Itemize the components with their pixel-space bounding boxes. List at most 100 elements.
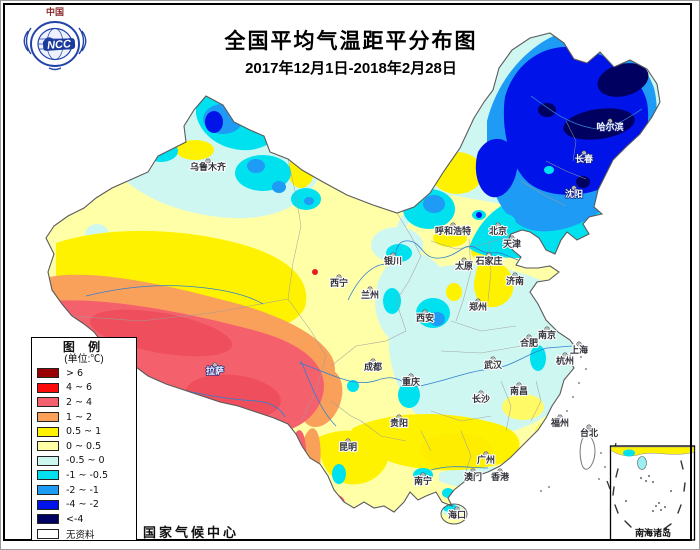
city-marker-dot: [463, 259, 465, 261]
city-marker-dot: [452, 224, 454, 226]
legend-box: 图 例 (单位:℃) > 6 4 ~ 6 2 ~ 4 1 ~ 2 0.5 ~ 1 0 ~ …: [31, 337, 137, 541]
city-marker-dot: [499, 470, 501, 472]
city-label: 兰州: [361, 289, 379, 300]
city-marker-dot: [583, 152, 585, 154]
city-label: 济南: [506, 275, 524, 286]
hainan-outline: [440, 503, 468, 525]
legend-swatch: [37, 455, 59, 466]
legend-label: > 6: [66, 367, 84, 379]
city-marker-dot: [497, 224, 499, 226]
legend-item: 2 ~ 4: [32, 395, 136, 410]
legend-label: -4 ~ -2: [66, 499, 99, 511]
city-label: 昆明: [339, 442, 357, 452]
city-label: 西安: [416, 312, 434, 323]
legend-unit: (单位:℃): [64, 354, 104, 365]
city-label: 拉萨: [206, 365, 224, 376]
legend-item: 0.5 ~ 1: [32, 424, 136, 439]
city-marker-dot: [485, 453, 487, 455]
city-marker-dot: [422, 474, 424, 476]
inset-label: 南海诸岛: [635, 527, 671, 538]
city-marker-dot: [369, 288, 371, 290]
city-marker-dot: [528, 336, 530, 338]
city-label: 太原: [454, 260, 473, 271]
legend-label: -1 ~ -0.5: [66, 469, 109, 481]
legend-rows: > 6 4 ~ 6 2 ~ 4 1 ~ 2 0.5 ~ 1 0 ~ 0.5 -0.5 ~ 0…: [32, 366, 136, 541]
south-china-sea-inset: 南海诸岛: [609, 445, 696, 541]
city-marker-dot: [207, 160, 209, 162]
city-label: 长春: [575, 153, 594, 164]
city-marker-dot: [488, 254, 490, 256]
city-label: 重庆: [402, 376, 420, 387]
city-marker-dot: [214, 364, 216, 366]
city-label: 哈尔滨: [596, 121, 623, 132]
legend-label: 1 ~ 2: [66, 411, 93, 423]
city-marker-dot: [410, 375, 412, 377]
city-marker-dot: [514, 274, 516, 276]
city-marker-dot: [477, 300, 479, 302]
legend-label: 2 ~ 4: [66, 396, 93, 408]
city-marker-dot: [424, 311, 426, 313]
offshore-islands: [540, 356, 606, 492]
logo-ncc-text: NCC: [47, 38, 73, 52]
city-marker-dot: [511, 237, 513, 239]
legend-label: -0.5 ~ 0: [66, 455, 105, 467]
city-marker-dot: [578, 343, 580, 345]
legend-label: 4 ~ 6: [66, 382, 93, 394]
city-marker-dot: [398, 416, 400, 418]
city-marker-dot: [472, 470, 474, 472]
ncc-logo: 中国 NCC: [23, 6, 87, 71]
legend-label: 无资料: [66, 529, 95, 541]
legend-swatch: [37, 499, 59, 510]
city-label: 杭州: [556, 355, 574, 366]
city-label: 成都: [364, 361, 382, 372]
city-label: 合肥: [520, 337, 538, 348]
city-marker-dot: [546, 328, 548, 330]
city-marker-dot: [559, 416, 561, 418]
legend-item: 4 ~ 6: [32, 381, 136, 396]
legend-swatch: [37, 441, 59, 452]
city-label: 乌鲁木齐: [190, 161, 227, 172]
legend-label: 0 ~ 0.5: [66, 440, 102, 452]
credit-text: 国家气候中心: [143, 525, 240, 540]
city-marker-dot: [609, 120, 611, 122]
city-label: 北京: [489, 225, 507, 236]
city-marker-dot: [492, 358, 494, 360]
city-label: 武汉: [484, 359, 503, 370]
legend-item: 0 ~ 0.5: [32, 439, 136, 454]
legend-swatch: [37, 368, 59, 379]
city-label: 上海: [570, 344, 588, 355]
city-label: 石家庄: [474, 255, 502, 266]
city-label: 天津: [503, 238, 521, 249]
legend-swatch: [37, 397, 59, 408]
legend-swatch: [37, 382, 59, 393]
legend-swatch: [37, 470, 59, 481]
city-label: 南昌: [510, 385, 528, 396]
city-label: 海口: [448, 509, 466, 520]
legend-item: > 6: [32, 366, 136, 381]
logo-country-text: 中国: [46, 6, 64, 17]
city-label: 澳门: [464, 471, 482, 482]
legend-label: 0.5 ~ 1: [66, 426, 102, 438]
city-label: 南宁: [414, 475, 432, 486]
legend-label: <-4: [66, 513, 84, 525]
city-marker-dot: [518, 384, 520, 386]
city-marker-dot: [480, 392, 482, 394]
legend-item: 无资料: [32, 527, 136, 542]
legend-item: <-4: [32, 512, 136, 527]
city-label: 郑州: [469, 301, 487, 312]
city-label: 西宁: [330, 277, 348, 288]
city-marker-dot: [573, 187, 575, 189]
city-label: 呼和浩特: [435, 225, 471, 236]
city-label: 贵阳: [390, 417, 408, 428]
city-label: 福州: [550, 417, 569, 428]
city-label: 长沙: [472, 393, 490, 404]
legend-swatch: [37, 485, 59, 496]
city-label: 广州: [477, 454, 495, 465]
city-marker-dot: [338, 276, 340, 278]
legend-swatch: [37, 426, 59, 437]
legend-title: 图 例: [62, 340, 106, 354]
city-label: 银川: [384, 255, 402, 266]
city-label: 香港: [490, 471, 510, 482]
